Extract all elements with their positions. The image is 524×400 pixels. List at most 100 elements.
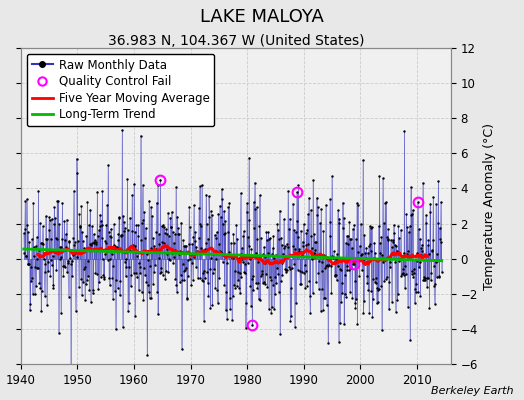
Point [234,277,242,283]
Point [28,236,36,242]
Point [220,231,228,238]
Point [339,225,347,232]
Point [103,248,111,254]
Point [350,261,358,267]
Point [183,295,191,301]
Point [416,236,424,242]
Point [32,234,41,241]
Point [331,272,340,278]
Point [290,323,299,330]
Point [326,196,334,202]
Point [241,261,249,267]
Point [154,182,162,188]
Point [84,258,93,264]
Point [31,243,40,249]
Point [49,284,58,291]
Point [270,305,278,312]
Point [93,189,102,195]
Point [103,202,112,209]
Point [148,249,157,256]
Point [381,200,389,206]
Point [404,248,412,254]
Point [299,243,308,250]
Point [130,229,139,235]
Point [56,256,64,263]
Point [143,251,151,258]
Point [47,236,56,242]
Point [209,251,217,257]
Point [21,198,29,204]
Point [343,262,351,269]
Point [436,199,445,206]
Point [118,324,127,330]
Point [319,228,328,235]
Point [213,287,222,293]
Point [210,250,218,256]
Point [334,338,343,345]
Point [382,199,390,205]
Y-axis label: Temperature Anomaly (°C): Temperature Anomaly (°C) [483,122,496,290]
Point [431,258,440,265]
Point [193,275,202,282]
Point [154,311,162,318]
Point [91,269,100,276]
Point [107,233,116,240]
Point [108,296,117,302]
Point [325,262,333,268]
Point [128,242,137,248]
Point [262,271,270,277]
Point [238,259,247,265]
Point [72,248,80,254]
Point [158,223,166,229]
Point [398,270,407,277]
Point [318,268,326,274]
Point [23,196,31,202]
Point [113,246,121,253]
Point [40,256,48,262]
Point [21,253,30,260]
Point [215,241,223,247]
Point [43,236,51,243]
Point [253,285,261,292]
Point [237,274,246,280]
Point [362,244,370,251]
Point [162,230,171,237]
Point [366,248,375,254]
Point [390,230,398,236]
Point [50,221,58,227]
Point [315,258,323,264]
Point [134,233,142,240]
Point [168,249,177,256]
Point [115,215,124,222]
Point [201,240,210,246]
Point [376,250,385,256]
Point [57,254,66,260]
Point [256,192,264,198]
Point [275,289,283,295]
Point [91,237,99,243]
Point [199,270,208,276]
Point [424,237,433,244]
Point [24,229,32,235]
Point [411,299,419,306]
Point [183,273,192,280]
Point [249,286,257,293]
Point [311,247,320,253]
Point [77,203,85,210]
Point [369,275,378,282]
Point [358,257,367,264]
Point [171,276,180,282]
Point [45,214,53,220]
Point [140,264,148,271]
Point [193,248,201,254]
Point [348,294,356,301]
Point [351,304,359,311]
Point [277,235,285,241]
Point [282,267,290,273]
Point [55,221,63,227]
Point [220,208,228,214]
Point [89,290,97,296]
Point [333,263,342,269]
Point [369,255,378,261]
Point [350,222,358,228]
